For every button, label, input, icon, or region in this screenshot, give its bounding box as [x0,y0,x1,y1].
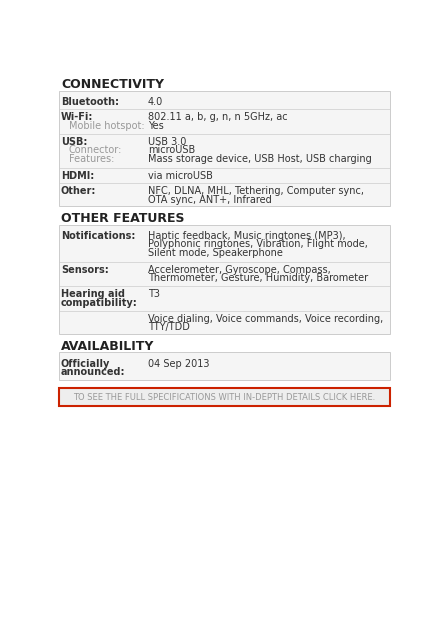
Text: AVAILABILITY: AVAILABILITY [61,340,154,353]
Text: USB 3.0: USB 3.0 [148,137,186,147]
Text: Thermometer, Gesture, Humidity, Barometer: Thermometer, Gesture, Humidity, Baromete… [148,273,368,283]
Text: HDMI:: HDMI: [61,171,94,181]
Text: Features:: Features: [69,154,114,164]
Text: CONNECTIVITY: CONNECTIVITY [61,78,164,91]
Text: Voice dialing, Voice commands, Voice recording,: Voice dialing, Voice commands, Voice rec… [148,314,383,324]
Text: Silent mode, Speakerphone: Silent mode, Speakerphone [148,248,283,258]
Text: Mass storage device, USB Host, USB charging: Mass storage device, USB Host, USB charg… [148,154,371,164]
Text: compatibility:: compatibility: [61,298,138,308]
Text: OTA sync, ANT+, Infrared: OTA sync, ANT+, Infrared [148,194,272,205]
Bar [59,91,390,206]
Bar [59,388,390,406]
Text: Other:: Other: [61,186,96,196]
Text: OTHER FEATURES: OTHER FEATURES [61,212,184,225]
Text: Connector:: Connector: [69,145,122,155]
Text: NFC, DLNA, MHL, Tethering, Computer sync,: NFC, DLNA, MHL, Tethering, Computer sync… [148,186,364,196]
Text: USB:: USB: [61,137,87,147]
Text: Yes: Yes [148,120,163,130]
Text: Polyphonic ringtones, Vibration, Flight mode,: Polyphonic ringtones, Vibration, Flight … [148,239,367,249]
Bar [59,225,390,334]
Text: announced:: announced: [61,367,125,377]
Text: Hearing aid: Hearing aid [61,289,125,299]
Text: Mobile hotspot:: Mobile hotspot: [69,120,145,130]
Text: Haptic feedback, Music ringtones (MP3),: Haptic feedback, Music ringtones (MP3), [148,231,346,241]
Text: Accelerometer, Gyroscope, Compass,: Accelerometer, Gyroscope, Compass, [148,265,331,274]
Text: Notifications:: Notifications: [61,231,135,241]
Text: 802.11 a, b, g, n, n 5GHz, ac: 802.11 a, b, g, n, n 5GHz, ac [148,112,287,122]
Text: microUSB: microUSB [148,145,195,155]
Text: Sensors:: Sensors: [61,265,109,274]
Text: via microUSB: via microUSB [148,171,212,181]
Text: TTY/TDD: TTY/TDD [148,322,190,332]
Text: Officially: Officially [61,359,110,369]
Text: Bluetooth:: Bluetooth: [61,97,119,107]
Text: 4.0: 4.0 [148,97,163,107]
Bar [59,353,390,380]
Text: 04 Sep 2013: 04 Sep 2013 [148,359,209,369]
Text: TO SEE THE FULL SPECIFICATIONS WITH IN-DEPTH DETAILS CLICK HERE.: TO SEE THE FULL SPECIFICATIONS WITH IN-D… [73,392,376,402]
Text: T3: T3 [148,289,160,299]
Text: Wi-Fi:: Wi-Fi: [61,112,93,122]
